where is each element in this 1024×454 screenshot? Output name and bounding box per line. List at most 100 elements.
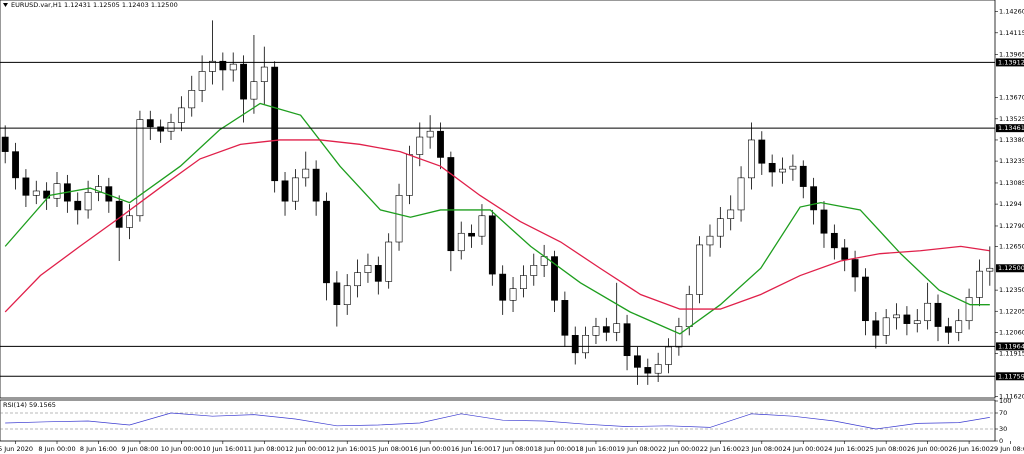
moving-average [4, 102, 990, 335]
x-tick-label: 8 Jun 16:00 [80, 445, 117, 453]
level-label-box [996, 342, 1024, 351]
candle-body [799, 165, 807, 187]
y-tick-label: 1.12060 [999, 328, 1024, 336]
candle-body [271, 66, 279, 182]
candle-body [706, 235, 714, 246]
candle-body [488, 215, 496, 275]
candle-body [613, 323, 621, 333]
candle-body [696, 244, 704, 295]
x-tick-label: 15 Jun 08:00 [368, 445, 409, 453]
x-tick-label: 23 Jun 08:00 [741, 445, 782, 453]
candle-body [219, 60, 227, 71]
candle-body [644, 367, 652, 374]
x-tick-label: 11 Jun 08:00 [244, 445, 285, 453]
candle-body [343, 285, 351, 305]
candle-body [12, 151, 19, 179]
y-tick-label: 1.13965 [999, 51, 1024, 59]
candle-body [499, 273, 507, 301]
candle-body [520, 275, 527, 289]
candle-body [395, 195, 403, 243]
candle-body [177, 107, 185, 123]
y-tick-label: 1.14115 [999, 29, 1024, 37]
candle-body [229, 63, 237, 71]
y-tick-label: 1.12350 [999, 286, 1024, 294]
level-label: 1.13461 [998, 124, 1024, 132]
x-tick-label: 26 Jun 16:00 [948, 445, 989, 453]
candle-body [250, 81, 258, 100]
x-tick-label: 9 Jun 08:00 [121, 445, 158, 453]
main-pane [0, 0, 996, 399]
candle-body [437, 130, 444, 158]
candle-body [789, 165, 797, 170]
candle-body [841, 247, 849, 260]
candle-body [903, 314, 911, 324]
y-tick-label: 1.13235 [999, 157, 1024, 165]
rsi-y-tick-label: 0 [999, 437, 1003, 445]
level-label: 1.11759 [998, 372, 1024, 380]
candle-body [209, 60, 216, 72]
candle-body [602, 326, 610, 333]
candle-body [22, 177, 30, 196]
candle-body [281, 180, 289, 202]
candle-body [364, 265, 372, 273]
level-label: 1.13912 [998, 58, 1024, 66]
x-tick-label: 5 Jun 2020 [0, 445, 33, 453]
candle-body [1, 136, 9, 152]
candle-body [665, 346, 672, 365]
candle-body [737, 177, 745, 211]
y-tick-label: 1.13670 [999, 94, 1024, 102]
price-label-box [996, 264, 1024, 273]
candle-body [748, 139, 755, 179]
x-tick-label: 10 Jun 00:00 [161, 445, 202, 453]
candle-body [592, 326, 600, 336]
candle-body [779, 168, 786, 173]
candle-body [416, 136, 424, 155]
level-label-box [996, 58, 1024, 67]
candle-body [126, 215, 133, 228]
candle-body [685, 294, 693, 327]
candle-body [551, 256, 558, 301]
x-tick-label: 18 Jun 16:00 [575, 445, 616, 453]
x-tick-label: 18 Jun 00:00 [534, 445, 575, 453]
price-label: 1.12500 [998, 264, 1024, 272]
candle-body [405, 154, 413, 196]
y-tick-label: 1.14260 [999, 8, 1024, 16]
candle-body [74, 200, 82, 211]
candle-body [32, 190, 40, 196]
candle-body [768, 162, 776, 173]
x-tick-label: 29 Jun 08:00 [990, 445, 1024, 453]
candle-body [862, 276, 869, 322]
level-label: 1.11964 [998, 342, 1024, 350]
candle-body [260, 66, 268, 82]
candle-body [571, 335, 579, 354]
candle-body [157, 126, 165, 132]
x-tick-label: 19 Jun 08:00 [617, 445, 658, 453]
candle-body [965, 297, 973, 322]
y-tick-label: 1.11915 [999, 350, 1024, 358]
candle-body [198, 71, 206, 91]
x-tick-label: 26 Jun 00:00 [907, 445, 948, 453]
candle-body [913, 320, 921, 324]
y-tick-label: 1.1294 [999, 200, 1022, 208]
candle-body [509, 288, 517, 301]
candle-body [851, 259, 859, 278]
y-tick-label: 1.11620 [999, 393, 1024, 401]
candle-body [634, 355, 641, 368]
x-tick-label: 25 Jun 08:00 [866, 445, 907, 453]
x-tick-label: 24 Jun 00:00 [783, 445, 824, 453]
rsi-y-tick-label: 100 [999, 397, 1011, 405]
candle-body [944, 326, 952, 333]
candle-body [447, 157, 455, 252]
candle-body [468, 232, 475, 237]
rsi-title: RSI(14) 59.1565 [3, 401, 56, 409]
candle-body [810, 186, 818, 211]
x-tick-label: 8 Jun 00:00 [38, 445, 75, 453]
candle-body [675, 326, 683, 348]
candle-body [84, 192, 92, 211]
y-tick-label: 1.13380 [999, 136, 1024, 144]
y-tick-label: 1.13085 [999, 179, 1024, 187]
candle-body [986, 267, 994, 272]
menu-arrow[interactable] [3, 3, 8, 7]
candle-body [623, 323, 631, 357]
candle-body [167, 122, 175, 132]
